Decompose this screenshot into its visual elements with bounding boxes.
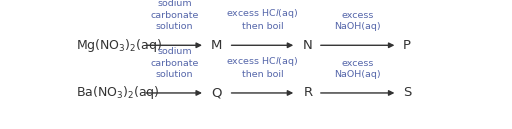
Text: excess
NaOH(aq): excess NaOH(aq) [334,59,381,79]
Text: R: R [304,86,313,99]
Text: M: M [211,39,222,52]
Text: Ba(NO$_3$)$_2$(aq): Ba(NO$_3$)$_2$(aq) [76,84,159,101]
Text: S: S [403,86,412,99]
Text: N: N [303,39,313,52]
Text: excess
NaOH(aq): excess NaOH(aq) [334,11,381,31]
Text: P: P [403,39,411,52]
Text: sodium
carbonate
solution: sodium carbonate solution [150,0,199,31]
Text: Mg(NO$_3$)$_2$(aq): Mg(NO$_3$)$_2$(aq) [76,37,162,54]
Text: Q: Q [211,86,222,99]
Text: sodium
carbonate
solution: sodium carbonate solution [150,47,199,79]
Text: excess HC$\it{l}$(aq)
then boil: excess HC$\it{l}$(aq) then boil [226,7,298,31]
Text: excess HC$\it{l}$(aq)
then boil: excess HC$\it{l}$(aq) then boil [226,55,298,79]
